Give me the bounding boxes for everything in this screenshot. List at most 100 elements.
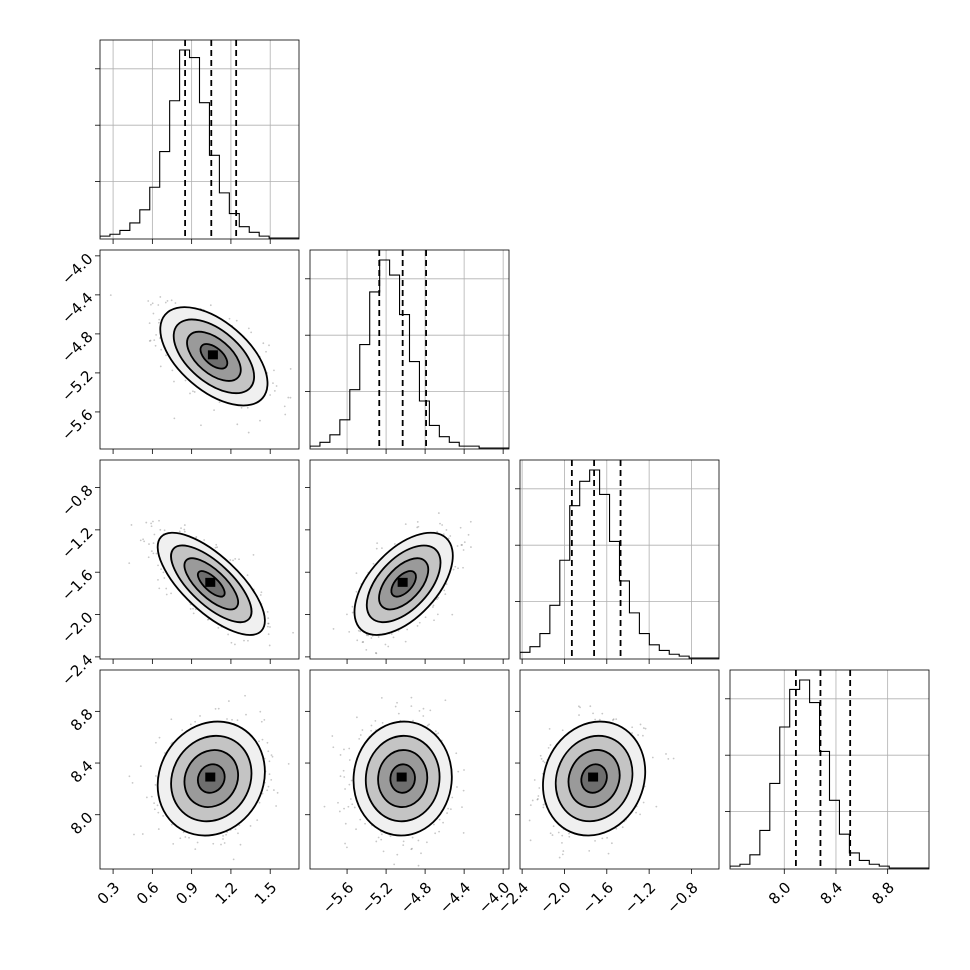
sample-point (267, 617, 270, 619)
sample-point (429, 709, 432, 712)
sample-point (542, 760, 545, 763)
sample-point (192, 390, 194, 393)
density-peak (588, 772, 599, 782)
histogram-series (520, 469, 719, 659)
sample-point (148, 322, 151, 325)
sample-point (359, 818, 362, 821)
sample-point (411, 847, 413, 850)
sample-point (344, 842, 346, 845)
density-layer (332, 512, 472, 655)
sample-point (266, 611, 269, 613)
sample-point (173, 380, 175, 383)
density-panel-1-3 (305, 669, 510, 874)
sample-point (579, 706, 581, 709)
contour-line (159, 306, 269, 407)
sample-point (149, 339, 152, 342)
sample-point (171, 369, 174, 372)
sample-point (199, 715, 201, 717)
sample-point (240, 406, 243, 409)
sample-point (344, 822, 347, 825)
sample-point (631, 732, 633, 734)
sample-point (250, 331, 253, 334)
sample-point (270, 754, 273, 757)
sample-point (355, 828, 357, 831)
sample-point (387, 645, 390, 648)
sample-point (245, 713, 247, 716)
sample-point (267, 633, 270, 636)
sample-point (200, 424, 202, 427)
sample-point (172, 842, 175, 845)
histogram-panel-1 (305, 249, 510, 454)
sample-point (451, 796, 454, 799)
sample-point (157, 578, 159, 581)
sample-point (642, 734, 644, 737)
x-tick-label: 0.3 (94, 879, 124, 909)
x-tick-label: 0.9 (172, 879, 202, 909)
sample-point (339, 754, 342, 756)
sample-point (226, 718, 228, 720)
sample-point (206, 618, 209, 621)
sample-point (244, 694, 246, 697)
sample-point (615, 718, 618, 721)
sample-point (434, 832, 437, 835)
sample-point (637, 734, 639, 736)
sample-point (231, 718, 233, 721)
sample-point (346, 613, 348, 616)
density-panel-0-3 (95, 669, 305, 874)
sample-point (389, 835, 392, 838)
sample-point (601, 712, 604, 715)
sample-point (174, 302, 177, 304)
sample-point (269, 626, 271, 628)
sample-point (287, 762, 290, 765)
sample-point (422, 707, 425, 710)
sample-point (194, 608, 197, 611)
y-tick-label: −1.6 (58, 566, 96, 604)
sample-point (667, 758, 670, 760)
panel-frame (519, 669, 720, 870)
x-tick-label: 8.8 (868, 879, 898, 909)
sample-point (247, 327, 250, 330)
contour-line (172, 318, 256, 395)
sample-point (338, 810, 341, 813)
sample-point (155, 333, 158, 336)
sample-point (438, 818, 441, 821)
sample-point (150, 303, 152, 306)
sample-point (442, 533, 445, 536)
sample-point (441, 524, 444, 526)
sample-point (130, 524, 133, 526)
sample-point (193, 391, 196, 393)
sample-point (148, 543, 150, 545)
x-tick-label: −2.0 (536, 879, 574, 917)
sample-point (416, 625, 419, 627)
sample-point (332, 746, 335, 749)
sample-point (260, 591, 263, 594)
sample-point (259, 710, 262, 713)
sample-point (183, 530, 186, 533)
sample-point (243, 639, 245, 642)
sample-point (358, 737, 361, 740)
sample-point (463, 541, 466, 544)
sample-point (165, 354, 167, 357)
sample-point (588, 849, 591, 852)
sample-point (462, 832, 465, 834)
contour-line (580, 763, 608, 794)
sample-point (303, 707, 305, 709)
sample-point (236, 719, 239, 722)
sample-point (355, 716, 358, 719)
sample-point (227, 700, 230, 702)
sample-point (267, 785, 270, 788)
sample-point (148, 340, 151, 342)
sample-point (443, 589, 446, 592)
sample-point (178, 530, 181, 533)
sample-point (260, 720, 263, 723)
panel-frame (309, 459, 510, 660)
panel-frame (99, 249, 300, 450)
sample-point (433, 619, 435, 622)
sample-point (639, 723, 642, 726)
sample-point (183, 524, 186, 526)
sample-point (153, 533, 156, 536)
sample-point (631, 726, 634, 729)
sample-point (203, 539, 206, 541)
y-tick-label: −1.2 (58, 524, 96, 562)
sample-point (222, 835, 224, 837)
